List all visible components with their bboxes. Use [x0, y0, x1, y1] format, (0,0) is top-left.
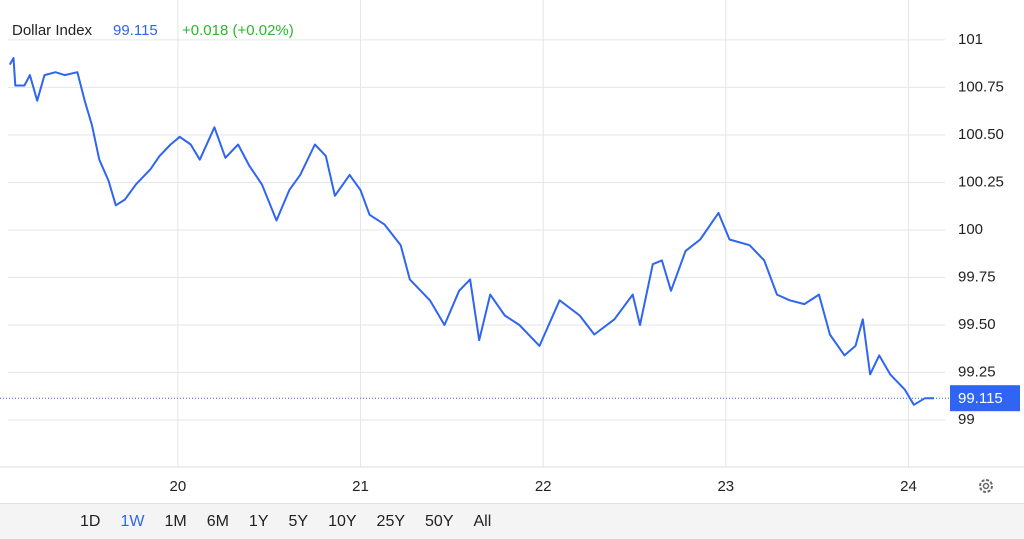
range-button[interactable]: 1W [120, 513, 145, 530]
y-tick-label: 100.75 [958, 78, 1004, 95]
price-line [8, 57, 934, 406]
last-price: 99.115 [113, 22, 158, 39]
range-button[interactable]: 1Y [248, 513, 269, 530]
range-button[interactable]: 1D [80, 513, 101, 530]
price-change: +0.018 (+0.02%) [182, 22, 294, 39]
range-button[interactable]: 10Y [328, 513, 357, 530]
y-tick-label: 99.25 [958, 364, 996, 381]
range-button[interactable]: 5Y [288, 513, 309, 530]
y-tick-label: 99.50 [958, 316, 996, 333]
range-button[interactable]: 6M [206, 513, 229, 530]
x-tick-label: 22 [535, 478, 552, 495]
y-tick-label: 100 [958, 221, 983, 238]
range-button[interactable]: 1M [164, 513, 187, 530]
range-button[interactable]: 25Y [376, 513, 406, 530]
y-tick-label: 99.75 [958, 268, 996, 285]
range-buttons: 1D 1W 1M 6M 1Y 5Y 10Y 25Y 50Y All [70, 504, 501, 539]
y-tick-label: 100.50 [958, 126, 1004, 143]
range-button[interactable]: All [473, 513, 492, 530]
y-tick-label: 100.25 [958, 173, 1004, 190]
range-bar: 1D 1W 1M 6M 1Y 5Y 10Y 25Y 50Y All [0, 503, 1024, 539]
y-tick-label: 99 [958, 411, 975, 428]
x-tick-label: 21 [352, 478, 369, 495]
last-price-label: 99.115 [958, 390, 1003, 407]
y-tick-label: 101 [958, 31, 983, 48]
last-price-box [950, 385, 1020, 412]
x-tick-label: 20 [170, 478, 187, 495]
instrument-name: Dollar Index [12, 22, 93, 39]
settings-gear[interactable] [979, 479, 993, 493]
chart: Dollar Index 99.115 +0.018 (+0.02%) 99 99… [0, 0, 1024, 495]
x-tick-label: 23 [717, 478, 734, 495]
x-tick-label: 24 [900, 478, 917, 495]
range-button[interactable]: 50Y [425, 513, 454, 530]
